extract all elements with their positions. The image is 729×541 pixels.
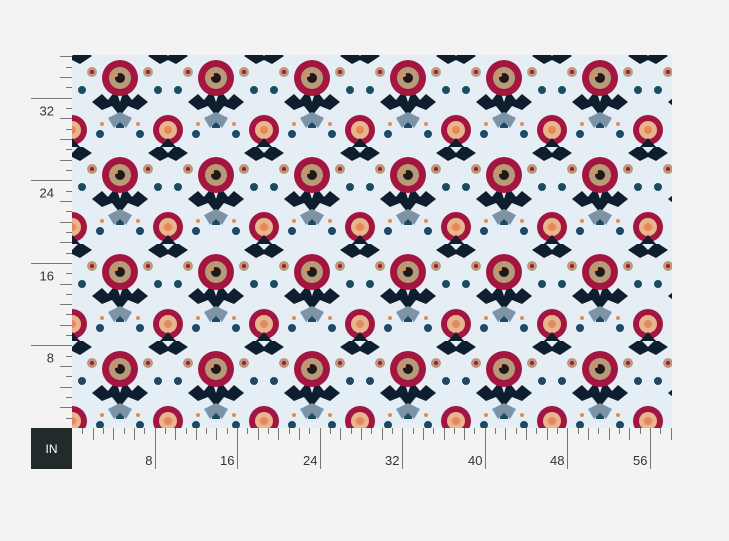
fabric-pattern-preview[interactable] xyxy=(72,55,672,428)
ruler-label-x: 24 xyxy=(303,453,317,468)
ruler-label-y: 32 xyxy=(40,104,54,119)
ruler-label-y: 8 xyxy=(47,351,54,366)
ruler-label-x: 32 xyxy=(385,453,399,468)
pattern-fill xyxy=(72,55,672,428)
ruler-label-x: 40 xyxy=(468,453,482,468)
ruler-label-y: 24 xyxy=(40,186,54,201)
ruler-label-x: 48 xyxy=(550,453,564,468)
unit-toggle[interactable]: IN xyxy=(31,428,72,469)
horizontal-ruler: 8 16 24 32 40 48 56 xyxy=(82,428,672,469)
ruler-label-y: 16 xyxy=(40,269,54,284)
ruler-label-x: 8 xyxy=(145,453,152,468)
vertical-ruler: 8 16 24 32 xyxy=(31,56,72,419)
ruler-label-x: 16 xyxy=(220,453,234,468)
ruler-label-x: 56 xyxy=(633,453,647,468)
